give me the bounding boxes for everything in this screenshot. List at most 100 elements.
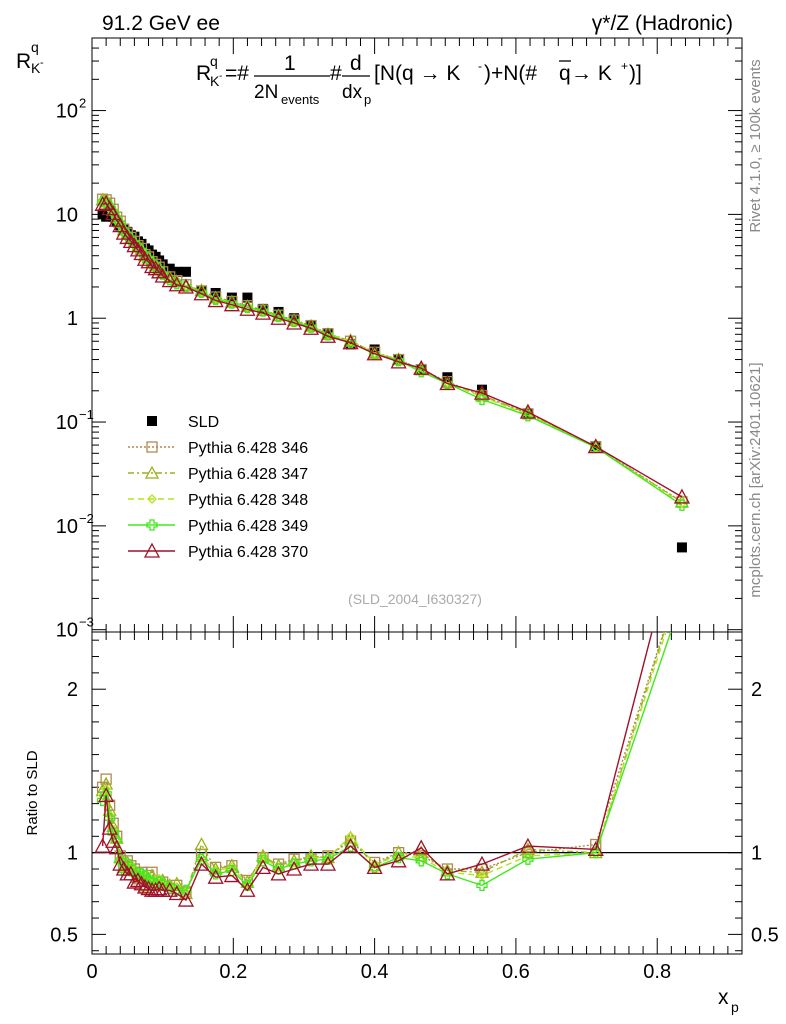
svg-text:2N: 2N bbox=[254, 82, 278, 103]
ratio-point-p349 bbox=[305, 855, 317, 867]
ratio-point-p370 bbox=[239, 881, 256, 897]
svg-text:→ K: → K bbox=[571, 62, 612, 85]
mcplots-label: mcplots.cern.ch [arXiv:2401.10621] bbox=[747, 362, 764, 597]
main-point-p370 bbox=[285, 314, 303, 330]
ratio-point-p370 bbox=[98, 787, 115, 803]
ratio-point-p349 bbox=[195, 853, 208, 865]
ratio-point-p370 bbox=[319, 855, 337, 871]
main-point-p370 bbox=[270, 309, 287, 325]
ratio-point-p349 bbox=[476, 879, 488, 891]
analysis-id-label: (SLD_2004_I630327) bbox=[348, 591, 482, 607]
main-point-p370 bbox=[115, 224, 132, 240]
main-point-p370 bbox=[129, 241, 147, 257]
main-point-p370 bbox=[254, 304, 272, 320]
legend-label-p346: Pythia 6.428 346 bbox=[188, 440, 308, 457]
main-panel-frame bbox=[91, 37, 743, 633]
ratio-axis-ticks: 0.5 0.5 1 1 2 2 0 0.2 0.4 0.6 0.8 bbox=[50, 632, 779, 983]
chart-title-formula: R q K - =# 1 2N events # d dx p [N(q → K… bbox=[196, 52, 642, 107]
svg-text:+: + bbox=[621, 59, 628, 73]
main-point-p348 bbox=[477, 391, 487, 402]
main-point-p370 bbox=[587, 438, 604, 454]
ratio-point-p348 bbox=[306, 852, 316, 863]
svg-text:1: 1 bbox=[284, 52, 296, 75]
svg-text:events: events bbox=[281, 92, 320, 107]
ratio-point-p349 bbox=[415, 855, 427, 867]
ratio-point-p370 bbox=[161, 881, 178, 897]
legend-item-p370: Pythia 6.428 370 bbox=[128, 542, 308, 561]
main-y-tick-label: 10 2 bbox=[56, 96, 86, 123]
ratio-point-p349 bbox=[111, 835, 123, 847]
main-point-p370 bbox=[302, 319, 320, 335]
header-energy: 91.2 GeV ee bbox=[102, 12, 220, 35]
main-point-p370 bbox=[207, 292, 224, 308]
ratio-point-p370 bbox=[193, 855, 210, 871]
legend-item-p346: Pythia 6.428 346 bbox=[128, 440, 308, 457]
main-point-SLD bbox=[180, 266, 191, 277]
main-point-p370 bbox=[161, 272, 178, 288]
ratio-point-p348 bbox=[393, 851, 404, 861]
main-point-p370 bbox=[151, 263, 168, 279]
svg-text:K: K bbox=[31, 60, 41, 76]
main-point-p370 bbox=[366, 345, 383, 361]
ratio-point-p349 bbox=[272, 863, 285, 875]
legend-item-p348: Pythia 6.428 348 bbox=[128, 492, 308, 509]
ratio-point-p370 bbox=[122, 865, 139, 881]
main-point-p348 bbox=[677, 498, 687, 509]
svg-text:10: 10 bbox=[56, 516, 78, 538]
ratio-point-p370 bbox=[140, 880, 157, 896]
svg-text:10: 10 bbox=[56, 204, 78, 226]
ratio-series-line-p348 bbox=[101, 632, 667, 893]
main-point-p370 bbox=[126, 237, 143, 253]
x-tick-label: 0.2 bbox=[219, 961, 247, 983]
main-point-p370 bbox=[101, 200, 118, 216]
ratio-point-p370 bbox=[390, 852, 407, 868]
svg-text:−1: −1 bbox=[79, 407, 94, 422]
x-tick-label: 0.8 bbox=[643, 961, 671, 983]
ratio-point-p370 bbox=[168, 885, 185, 901]
ratio-series-p370 bbox=[94, 632, 653, 907]
ratio-point-p349 bbox=[322, 853, 334, 865]
svg-text:x: x bbox=[718, 986, 729, 1009]
ratio-y-tick-label: 0.5 bbox=[50, 924, 78, 946]
ratio-point-p370 bbox=[108, 839, 125, 855]
ratio-point-p370 bbox=[133, 875, 150, 891]
svg-text:−2: −2 bbox=[79, 511, 94, 526]
svg-text:K: K bbox=[210, 73, 220, 89]
ratio-point-p348 bbox=[590, 847, 601, 858]
svg-text:-: - bbox=[219, 71, 222, 82]
x-axis-label: x p bbox=[718, 986, 739, 1015]
main-point-p370 bbox=[143, 258, 161, 274]
ratio-point-p347 bbox=[414, 845, 429, 859]
ratio-point-p370 bbox=[151, 880, 168, 896]
ratio-point-p370 bbox=[254, 858, 272, 875]
main-point-p370 bbox=[122, 232, 139, 248]
svg-text:q: q bbox=[31, 39, 39, 55]
svg-text:#: # bbox=[330, 62, 342, 85]
main-point-p370 bbox=[673, 488, 691, 504]
main-y-tick-label: 10 bbox=[56, 204, 78, 226]
main-point-SLD bbox=[157, 259, 168, 270]
ratio-point-p370 bbox=[136, 878, 154, 894]
ratio-point-p349 bbox=[522, 853, 534, 865]
main-point-p370 bbox=[319, 327, 337, 343]
main-point-SLD bbox=[289, 313, 300, 324]
main-point-SLD bbox=[171, 266, 182, 277]
main-y-tick-label: 10 −1 bbox=[56, 407, 94, 434]
svg-text:)]: )] bbox=[629, 62, 642, 85]
rivet-version-label: Rivet 4.1.0, ≥ 100k events bbox=[747, 59, 764, 232]
main-y-axis-label: R q K - bbox=[16, 39, 44, 76]
ratio-point-p370 bbox=[587, 841, 604, 857]
main-point-p370 bbox=[390, 353, 407, 369]
main-point-SLD bbox=[164, 263, 175, 274]
main-point-p349 bbox=[476, 393, 488, 406]
svg-text:10: 10 bbox=[56, 620, 78, 642]
main-series-p346 bbox=[96, 193, 688, 508]
main-point-p370 bbox=[136, 250, 154, 266]
ratio-point-p347 bbox=[169, 876, 184, 890]
svg-text:dx: dx bbox=[342, 82, 363, 103]
ratio-point-p347 bbox=[474, 864, 490, 878]
main-series-SLD bbox=[97, 209, 687, 553]
ratio-series-line-p349 bbox=[101, 632, 672, 891]
ratio-y-tick-label: 2 bbox=[67, 679, 78, 701]
